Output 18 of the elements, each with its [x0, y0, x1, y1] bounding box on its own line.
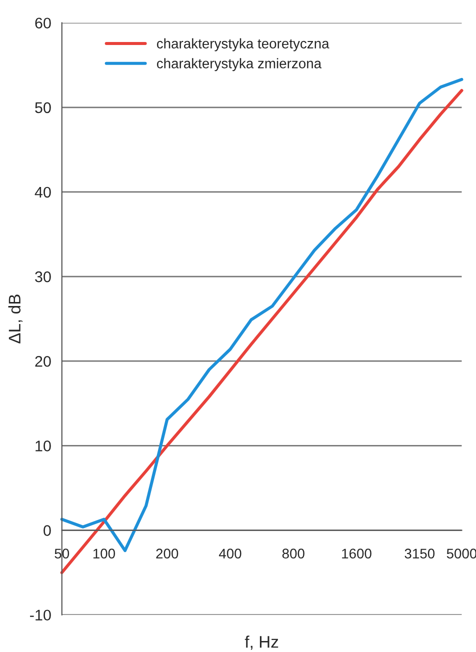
x-tick-label: 800 [282, 548, 304, 559]
x-tick-label: 1600 [342, 548, 372, 559]
y-tick-label: 60 [35, 18, 51, 29]
y-tick-label: 30 [35, 271, 51, 282]
x-tick-label: 200 [156, 548, 178, 559]
y-tick-label: 0 [44, 525, 51, 536]
legend-label: charakterystyka zmierzona [156, 58, 322, 72]
x-tick-label: 400 [218, 548, 242, 559]
y-tick-label: 40 [34, 186, 51, 198]
y-axis-title: ΔL, dB [8, 294, 23, 344]
y-tick-label: -10 [30, 610, 51, 621]
y-tick-label: 50 [35, 102, 51, 114]
y-tick-label: 10 [36, 440, 51, 452]
x-tick-label: 3150 [404, 548, 435, 559]
legend-label: charakterystyka teoretyczna [156, 38, 330, 52]
x-tick-label: 100 [93, 548, 116, 559]
x-axis-title: f, Hz [244, 636, 278, 650]
y-tick-label: 20 [35, 356, 51, 367]
